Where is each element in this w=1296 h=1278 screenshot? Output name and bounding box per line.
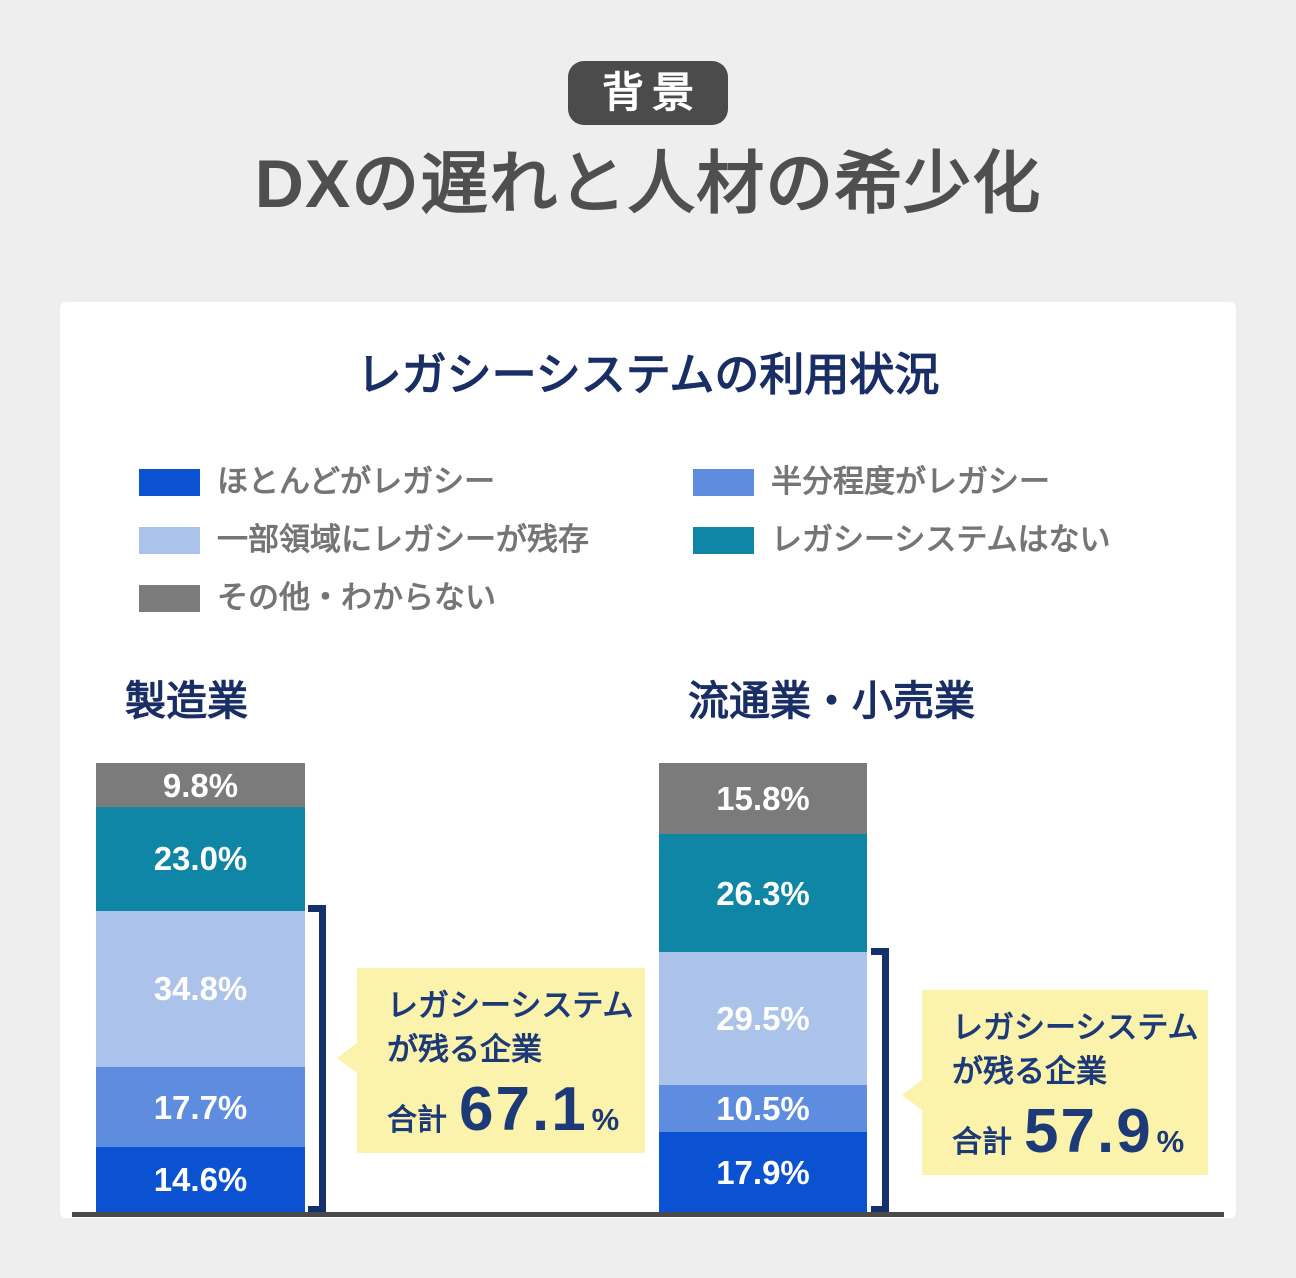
legend-swatch-most-legacy	[139, 468, 200, 496]
legacy-total-bracket-manufacturing	[308, 905, 326, 1213]
bar-segment-value: 10.5%	[716, 1090, 810, 1128]
bar-segment-value: 17.7%	[153, 1088, 248, 1126]
callout-total: 合計 67.1 %	[387, 1074, 635, 1145]
callout-text-line2: が残る企業	[387, 1032, 542, 1067]
bar-segment: 23.0%	[96, 807, 305, 911]
page-title: DXの遅れと人材の希少化	[254, 146, 1042, 222]
bar-segment: 10.5%	[659, 1085, 867, 1133]
bar-segment-value: 34.8%	[153, 970, 248, 1008]
legend-label: レガシーシステムはない	[771, 522, 1111, 557]
bar-segment-value: 15.8%	[716, 780, 810, 818]
legend-label: 一部領域にレガシーが残存	[217, 522, 589, 557]
legend-item-partial-legacy: 一部領域にレガシーが残存	[139, 522, 693, 557]
total-unit: %	[1156, 1124, 1185, 1159]
total-label: 合計	[952, 1126, 1012, 1159]
bar-segment: 15.8%	[659, 763, 867, 835]
total-value: 57.9	[1024, 1097, 1153, 1166]
callout-manufacturing: レガシーシステム が残る企業 合計 67.1 %	[337, 968, 645, 1153]
callout-text-line2: が残る企業	[952, 1054, 1107, 1089]
legend-item-other-unknown: その他・わからない	[139, 580, 693, 615]
chart-card: レガシーシステムの利用状況 ほとんどがレガシー 半分程度がレガシー一部領域にレガシ…	[60, 302, 1236, 1218]
callout-text-line1: レガシーシステム	[387, 988, 634, 1023]
legend: ほとんどがレガシー 半分程度がレガシー一部領域にレガシーが残存 レガシーシステムはな…	[139, 464, 1111, 615]
page-header: 背景 DXの遅れと人材の希少化	[0, 0, 1296, 222]
bar-segment: 14.6%	[96, 1146, 305, 1213]
legend-swatch-no-legacy	[693, 526, 754, 554]
chart-title: レガシーシステムの利用状況	[356, 349, 940, 400]
background-badge: 背景	[567, 61, 728, 125]
bar-segment: 17.7%	[96, 1067, 305, 1147]
bar-segment-value: 17.9%	[716, 1154, 810, 1192]
legend-item-no-legacy: レガシーシステムはない	[693, 522, 1111, 557]
bar-segment: 26.3%	[659, 834, 867, 953]
callout-text-line1: レガシーシステム	[952, 1010, 1199, 1045]
legend-swatch-other-unknown	[139, 584, 200, 612]
legend-item-most-legacy: ほとんどがレガシー	[139, 464, 693, 499]
legend-item-half-legacy: 半分程度がレガシー	[693, 464, 1110, 499]
bar-segment-value: 14.6%	[153, 1161, 248, 1199]
bar-segment-value: 23.0%	[153, 840, 248, 878]
legend-label: 半分程度がレガシー	[771, 464, 1050, 499]
axis-baseline	[72, 1212, 1224, 1217]
category-label-retail: 流通業・小売業	[688, 678, 975, 724]
category-label-manufacturing: 製造業	[125, 678, 248, 724]
bar-segment: 29.5%	[659, 952, 867, 1086]
legend-swatch-partial-legacy	[139, 526, 200, 554]
bar-segment-value: 26.3%	[716, 874, 810, 912]
total-unit: %	[591, 1102, 620, 1137]
bar-segment: 9.8%	[96, 763, 305, 808]
legend-label: その他・わからない	[217, 580, 496, 615]
total-label: 合計	[387, 1104, 447, 1137]
legacy-total-bracket-retail	[871, 948, 889, 1213]
stacked-bar-manufacturing: 9.8% 23.0% 34.8% 17.7% 14.6%	[96, 763, 305, 1213]
total-value: 67.1	[459, 1075, 588, 1144]
bar-segment-value: 29.5%	[716, 1000, 810, 1038]
legend-swatch-half-legacy	[693, 468, 754, 496]
callout-total: 合計 57.9 %	[952, 1096, 1198, 1167]
bar-segment-value: 9.8%	[162, 766, 239, 804]
callout-retail: レガシーシステム が残る企業 合計 57.9 %	[902, 990, 1208, 1175]
legend-label: ほとんどがレガシー	[217, 464, 496, 499]
bar-segment: 34.8%	[96, 910, 305, 1068]
bar-segment: 17.9%	[659, 1132, 867, 1213]
stacked-bar-retail: 15.8% 26.3% 29.5% 10.5% 17.9%	[659, 763, 867, 1213]
